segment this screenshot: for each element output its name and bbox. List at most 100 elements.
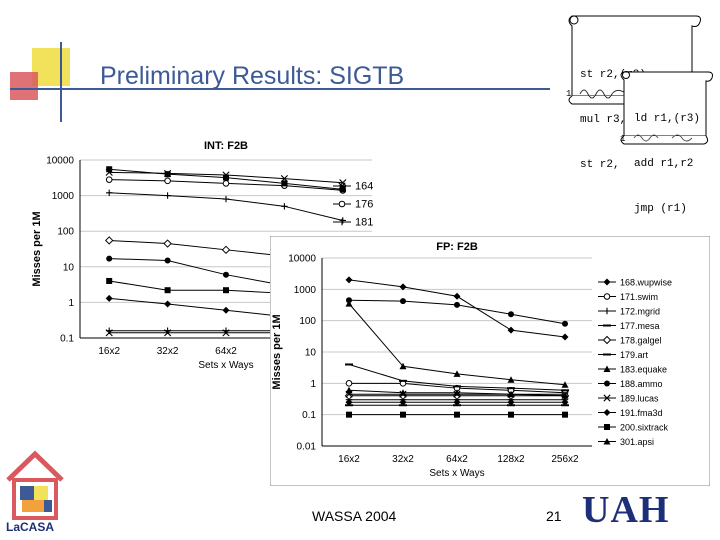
y-tick-label: 0.1 xyxy=(60,334,74,345)
y-tick-label: 10 xyxy=(305,348,317,359)
data-point xyxy=(345,398,353,406)
data-point xyxy=(507,326,515,334)
fp-chart: FP: F2B 10000 1000 100 10 1 0.1 0.01 16x2 32x2 64x… xyxy=(270,236,710,486)
x-tick-label: 16x2 xyxy=(98,346,120,357)
data-point xyxy=(106,166,113,173)
data-point xyxy=(561,333,569,341)
data-point xyxy=(561,381,569,388)
data-point xyxy=(339,186,346,193)
legend-marker xyxy=(603,409,611,416)
legend-marker xyxy=(603,293,611,300)
data-point xyxy=(223,174,229,181)
data-point xyxy=(106,327,113,334)
scroll-2-signature xyxy=(633,134,693,142)
data-point xyxy=(454,411,460,418)
data-point xyxy=(222,306,230,314)
footer-conference: WASSA 2004 xyxy=(312,508,397,524)
data-point xyxy=(106,255,113,262)
legend-marker xyxy=(602,335,612,345)
data-point xyxy=(507,376,515,383)
data-point xyxy=(508,411,514,418)
data-point xyxy=(400,298,406,305)
data-point xyxy=(222,195,230,203)
data-point xyxy=(164,177,171,185)
y-axis-label: Misses per 1M xyxy=(31,211,43,286)
data-point xyxy=(453,398,461,406)
legend-marker xyxy=(603,307,611,315)
chart-title: FP: F2B xyxy=(436,241,478,253)
legend-marker xyxy=(604,424,610,430)
data-point xyxy=(453,389,461,396)
scroll-1-signature xyxy=(579,89,625,99)
page-number: 21 xyxy=(546,508,562,524)
data-point xyxy=(164,192,171,199)
data-point xyxy=(399,283,407,291)
legend-label: 171.swim xyxy=(620,292,658,302)
y-tick-label: 1 xyxy=(68,298,74,309)
data-point xyxy=(346,411,352,418)
x-tick-label: 128x2 xyxy=(497,454,525,465)
y-tick-label: 100 xyxy=(299,316,316,327)
legend-label: 178.galgel xyxy=(620,336,662,346)
data-point xyxy=(223,287,229,294)
uah-logo: UAH xyxy=(582,489,670,531)
legend-marker xyxy=(338,218,346,226)
y-tick-label: 0.1 xyxy=(302,410,316,421)
legend-marker xyxy=(338,200,346,208)
legend-label: 189.lucas xyxy=(620,394,659,404)
legend-label: 168.wupwise xyxy=(620,278,672,288)
data-point xyxy=(453,292,461,300)
data-point xyxy=(222,327,230,334)
data-point xyxy=(163,239,172,248)
chart-frame xyxy=(270,236,710,486)
data-point xyxy=(222,180,230,187)
legend-label: 183.equake xyxy=(620,365,667,375)
data-point xyxy=(281,203,288,210)
x-axis-label: Sets x Ways xyxy=(429,468,484,479)
legend-label: 172.mgrid xyxy=(620,307,660,317)
lacasa-label: LaCASA xyxy=(6,520,55,534)
title-deco-yellow-square xyxy=(32,48,70,86)
data-point xyxy=(223,271,229,278)
data-point xyxy=(400,411,406,418)
y-tick-label: 1000 xyxy=(52,191,75,202)
data-point xyxy=(221,245,231,255)
data-point xyxy=(399,398,407,406)
y-tick-label: 10000 xyxy=(288,254,316,265)
data-point xyxy=(345,386,353,394)
legend-label: 181.mcf xyxy=(355,217,373,229)
data-point xyxy=(164,327,171,334)
code-line: add r1,r2 xyxy=(634,158,694,170)
data-point xyxy=(106,189,113,196)
legend-label: 200.sixtrack xyxy=(620,423,669,433)
x-tick-label: 32x2 xyxy=(157,346,179,357)
x-tick-label: 16x2 xyxy=(338,454,360,465)
legend-label: 301.apsi xyxy=(620,437,654,447)
title-deco-vertical-line xyxy=(60,42,62,122)
y-tick-label: 10 xyxy=(63,262,75,273)
legend-label: 179.art xyxy=(620,350,649,360)
legend-label: 188.ammo xyxy=(620,379,663,389)
x-tick-label: 64x2 xyxy=(215,346,237,357)
data-point xyxy=(562,411,568,418)
data-point xyxy=(105,294,113,302)
legend-marker xyxy=(338,182,346,190)
x-tick-label: 256x2 xyxy=(551,454,579,465)
data-point xyxy=(106,277,113,284)
legend-label: 164.gzip xyxy=(355,181,373,193)
code-line: ld r1,(r3) xyxy=(634,113,701,125)
data-point xyxy=(164,257,171,264)
data-point xyxy=(453,370,461,377)
data-point xyxy=(561,392,569,399)
data-point xyxy=(164,171,171,178)
data-point xyxy=(507,398,515,406)
legend-marker xyxy=(603,394,611,402)
data-point xyxy=(562,320,568,327)
x-tick-label: 64x2 xyxy=(446,454,468,465)
legend-label: 176.gcc xyxy=(355,199,373,211)
y-axis-label: Misses per 1M xyxy=(271,314,283,389)
data-point xyxy=(561,398,569,406)
data-point xyxy=(508,311,514,318)
data-point xyxy=(105,176,113,183)
data-point xyxy=(164,287,171,294)
